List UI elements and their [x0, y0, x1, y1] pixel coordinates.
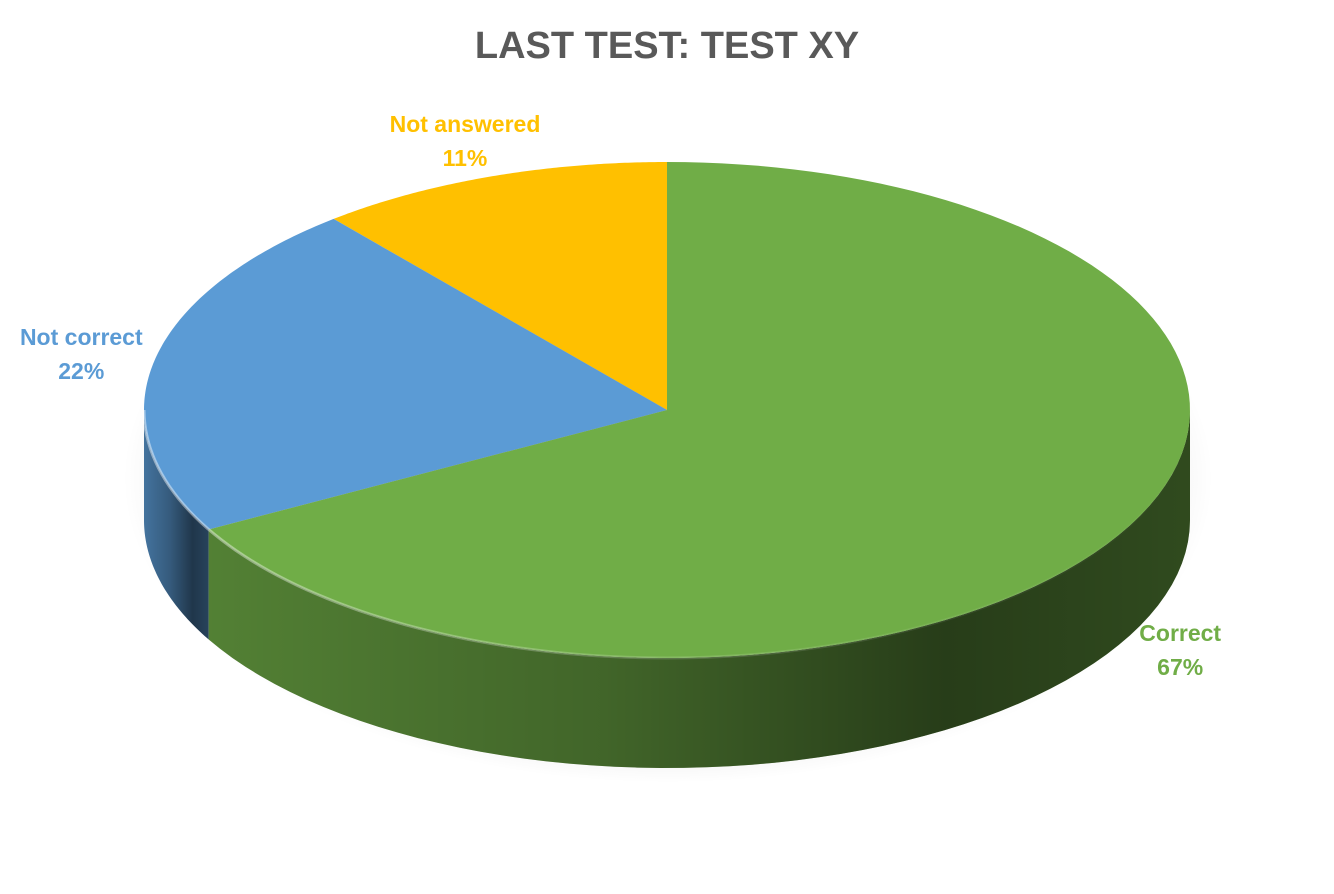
pie-side-shade-not-correct [144, 410, 209, 640]
pie-slice-correct[interactable] [208, 162, 1190, 658]
slice-value-not-correct: 22% [58, 358, 104, 384]
slice-label-not-correct: Not correct [20, 324, 143, 350]
slice-value-not-answered: 11% [443, 145, 488, 171]
pie-slice-not-answered[interactable] [333, 162, 667, 410]
pie-labels: Not answered 11% Not correct 22% Correct 67% [20, 111, 1221, 680]
chart-title: LAST TEST: TEST XY [475, 25, 859, 67]
slice-label-correct: Correct [1139, 620, 1221, 646]
pie-slice-not-correct[interactable] [144, 218, 667, 530]
slice-label-not-answered: Not answered [390, 111, 541, 137]
slice-value-correct: 67% [1157, 654, 1203, 680]
pie-rim-highlight [142, 409, 1192, 660]
pie-top [142, 162, 1192, 660]
pie-side-shade-correct [208, 410, 1190, 768]
pie-sides [144, 410, 1190, 768]
